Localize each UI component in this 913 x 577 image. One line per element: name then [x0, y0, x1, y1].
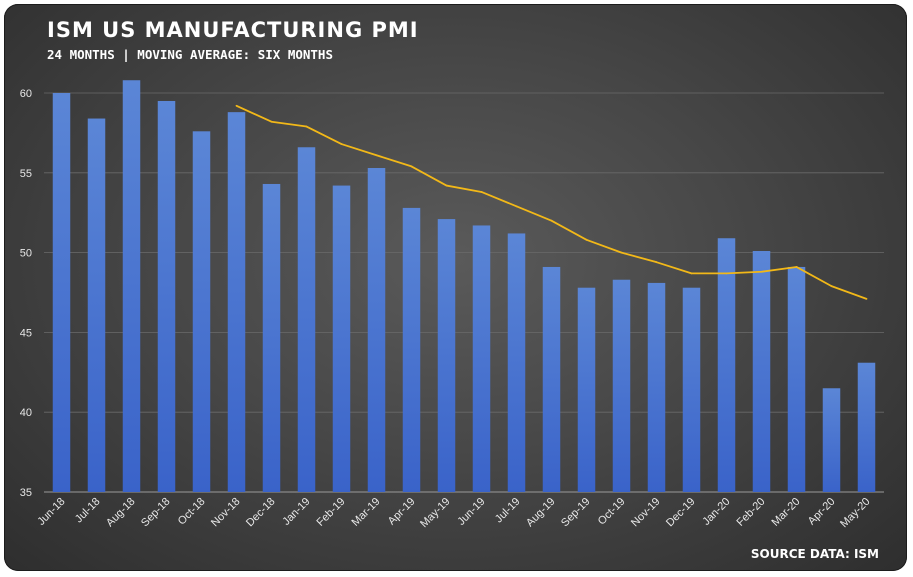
bar-nov-18	[227, 112, 246, 492]
source-label: SOURCE DATA: ISM	[750, 547, 879, 561]
x-tick-label: Oct-19	[596, 496, 628, 528]
gridlines	[44, 92, 884, 493]
x-tick-label: Nov-18	[209, 496, 243, 530]
x-tick-label: Aug-19	[524, 496, 558, 530]
x-tick-label: Dec-18	[244, 496, 278, 530]
x-tick-label: Jun-18	[35, 496, 67, 528]
y-tick-label: 45	[20, 327, 32, 339]
x-tick-label: Sep-18	[139, 496, 173, 530]
x-tick-label: Jan-19	[280, 496, 312, 528]
bars	[52, 80, 876, 493]
ma-point-nov-18	[235, 104, 238, 107]
ma-point-dec-18	[270, 120, 273, 123]
ma-point-dec-19	[690, 272, 693, 275]
x-tick-label: Oct-18	[176, 496, 208, 528]
x-tick-label: Jan-20	[700, 496, 732, 528]
bar-feb-19	[332, 185, 351, 492]
y-tick-label: 60	[20, 88, 32, 100]
ma-point-mar-19	[375, 154, 378, 157]
ma-point-may-20	[865, 297, 868, 300]
bar-feb-20	[752, 251, 771, 492]
ma-point-feb-19	[340, 143, 343, 145]
x-tick-label: Jul-19	[493, 496, 523, 526]
bar-jan-19	[297, 147, 316, 493]
y-tick-label: 40	[20, 407, 32, 419]
ma-point-jul-19	[515, 205, 518, 208]
bar-jun-19	[472, 225, 491, 492]
bar-nov-19	[647, 282, 666, 492]
ma-point-jan-20	[725, 272, 728, 275]
bar-jul-19	[507, 233, 526, 492]
x-tick-label: Mar-20	[769, 496, 802, 529]
bar-dec-18	[262, 183, 281, 493]
ma-point-nov-19	[655, 261, 658, 264]
bar-may-19	[437, 219, 456, 493]
ma-point-may-19	[445, 184, 448, 187]
bar-oct-18	[192, 131, 211, 492]
ma-point-apr-20	[830, 285, 833, 288]
ma-point-mar-20	[795, 266, 798, 268]
bar-apr-19	[402, 207, 421, 493]
x-tick-label: Apr-20	[806, 496, 838, 528]
bar-oct-19	[612, 279, 631, 492]
x-tick-label: Nov-19	[629, 496, 663, 530]
bar-mar-20	[787, 266, 806, 492]
bar-mar-19	[367, 168, 386, 492]
x-tick-label: Jun-19	[455, 496, 487, 528]
x-tick-label: Feb-20	[734, 496, 767, 529]
ma-point-jun-19	[480, 191, 483, 193]
ma-point-sep-19	[585, 238, 588, 241]
bar-dec-19	[682, 287, 701, 492]
y-tick-label: 35	[20, 487, 32, 499]
ma-point-oct-19	[620, 251, 623, 254]
bar-aug-19	[542, 266, 561, 492]
x-tick-label: Sep-19	[559, 496, 593, 530]
chart-card: ISM US MANUFACTURING PMI 24 MONTHS | MOV…	[4, 4, 907, 571]
bar-jan-20	[717, 238, 736, 492]
x-tick-label: May-20	[838, 496, 872, 530]
x-axis-ticks: Jun-18 Jul-18 Aug-18 Sep-18 Oct-18 Nov-18 Dec-…	[35, 496, 872, 530]
y-tick-label: 50	[20, 248, 32, 260]
x-tick-label: Aug-18	[104, 496, 138, 530]
x-tick-label: Mar-19	[349, 496, 382, 529]
x-tick-label: Feb-19	[314, 496, 347, 529]
y-axis-ticks: 35 40 45 50 55 60	[20, 88, 32, 499]
ma-point-jan-19	[305, 125, 308, 128]
ma-point-apr-19	[410, 165, 413, 168]
bar-jun-18	[52, 93, 71, 492]
bar-apr-20	[822, 388, 841, 492]
ma-point-feb-20	[760, 270, 763, 273]
bar-may-20	[857, 362, 876, 492]
ma-point-aug-19	[550, 219, 553, 222]
x-tick-label: Dec-19	[664, 496, 698, 530]
y-tick-label: 55	[20, 168, 32, 180]
x-tick-label: Jul-18	[73, 496, 103, 526]
bar-sep-19	[577, 287, 596, 492]
x-tick-label: May-19	[418, 496, 452, 530]
x-tick-label: Apr-19	[386, 496, 418, 528]
bar-sep-18	[157, 100, 176, 492]
bar-aug-18	[122, 80, 141, 493]
moving-average-line	[235, 104, 868, 300]
chart-title: ISM US MANUFACTURING PMI	[47, 18, 419, 42]
bar-jul-18	[87, 118, 106, 492]
chart-subtitle: 24 MONTHS | MOVING AVERAGE: SIX MONTHS	[47, 47, 333, 62]
